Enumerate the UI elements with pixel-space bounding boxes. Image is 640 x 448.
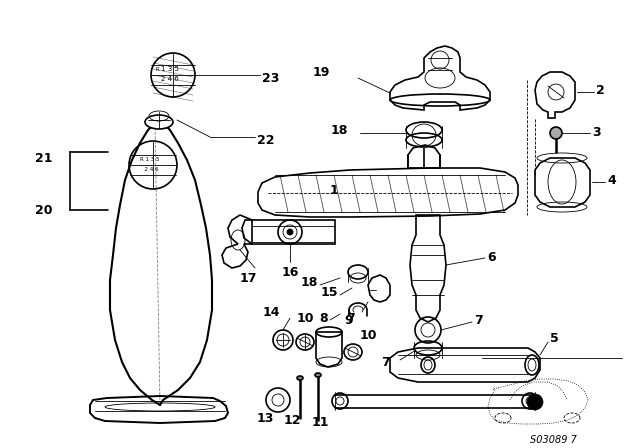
Circle shape (287, 229, 293, 235)
Text: 6: 6 (487, 250, 495, 263)
Text: 10: 10 (360, 328, 378, 341)
Text: 16: 16 (282, 266, 300, 279)
Text: 22: 22 (257, 134, 275, 146)
Text: R: R (155, 66, 159, 72)
Text: 8: 8 (319, 311, 328, 324)
Text: 18: 18 (331, 124, 348, 137)
Text: 23: 23 (262, 72, 280, 85)
Text: 19: 19 (312, 65, 330, 78)
Text: 12: 12 (284, 414, 301, 426)
Text: 5: 5 (550, 332, 559, 345)
Text: 13: 13 (256, 412, 274, 425)
Circle shape (550, 127, 562, 139)
Text: 17: 17 (240, 271, 257, 284)
Text: 2: 2 (596, 83, 605, 96)
Text: 20: 20 (35, 203, 52, 216)
Text: 21: 21 (35, 151, 52, 164)
Text: 2 4 6: 2 4 6 (161, 76, 179, 82)
Text: S03089 7: S03089 7 (529, 435, 577, 445)
Text: 1 3 5: 1 3 5 (161, 66, 179, 72)
Text: 7: 7 (346, 311, 355, 324)
Text: 14: 14 (262, 306, 280, 319)
Circle shape (527, 394, 543, 410)
Text: 7: 7 (381, 356, 390, 369)
Text: 3: 3 (592, 125, 600, 138)
Ellipse shape (315, 373, 321, 377)
Text: 10: 10 (296, 311, 314, 324)
Text: 4: 4 (607, 173, 616, 186)
Text: 9: 9 (344, 314, 353, 327)
Text: 11: 11 (311, 415, 329, 428)
Text: 18: 18 (301, 276, 318, 289)
Text: R 1 3 5: R 1 3 5 (140, 156, 160, 161)
Text: 7: 7 (474, 314, 483, 327)
Text: 2 4 6: 2 4 6 (141, 167, 159, 172)
Ellipse shape (145, 115, 173, 129)
Text: 15: 15 (321, 285, 338, 298)
Ellipse shape (297, 376, 303, 380)
Text: 1: 1 (330, 184, 339, 197)
